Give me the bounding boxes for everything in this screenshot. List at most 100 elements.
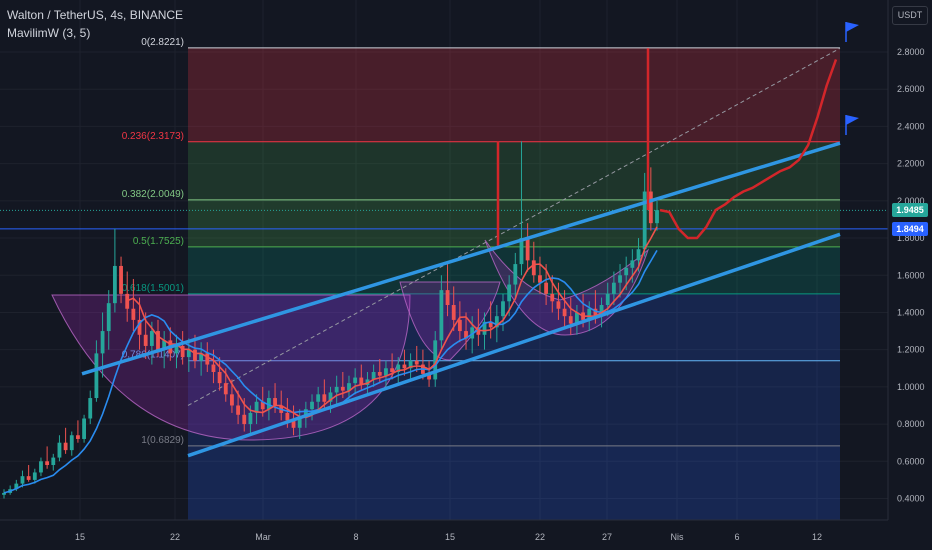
candle-body: [384, 368, 388, 376]
candle-body: [76, 435, 80, 439]
time-tick-label: Mar: [255, 532, 271, 542]
candle-body: [624, 267, 629, 276]
channel-upper-line: [81, 141, 841, 376]
candle-body: [310, 401, 314, 410]
candle-body: [174, 345, 179, 354]
indicator-legend[interactable]: MavilimW (3, 5): [7, 26, 91, 40]
candle-body: [470, 327, 475, 339]
candle-body: [266, 398, 271, 410]
price-tick-label: 2.2000: [897, 159, 925, 169]
price-tick-label: 2.4000: [897, 121, 925, 131]
fib-zone: [188, 360, 840, 446]
candle-body: [556, 301, 561, 309]
candle-body: [137, 319, 142, 335]
price-tick-label: 1.6000: [897, 270, 925, 280]
price-tick-label: 0.8000: [897, 419, 925, 429]
candle-body: [408, 360, 413, 369]
candle-body: [260, 401, 265, 410]
fib-level-label: 0.236(2.3173): [122, 131, 184, 142]
candle-body: [63, 442, 68, 451]
candle-body: [322, 394, 327, 402]
candle-body: [242, 414, 247, 425]
candle-body: [94, 353, 99, 399]
candle-body: [575, 312, 579, 324]
candle-body: [636, 249, 641, 261]
candle-body: [82, 418, 86, 439]
candle-body: [303, 409, 308, 417]
fib-level-label: 0(2.8221): [141, 37, 184, 48]
candle-body: [371, 371, 376, 380]
currency-badge[interactable]: USDT: [892, 6, 928, 25]
fib-zone: [188, 141, 840, 200]
time-tick-label: 15: [445, 532, 455, 542]
candle-body: [618, 275, 622, 283]
candle-body: [642, 191, 647, 250]
candle-body: [655, 210, 659, 224]
candle-body: [611, 282, 616, 294]
candle-body: [112, 265, 117, 304]
candle-body: [236, 405, 241, 415]
fib-zone: [188, 293, 840, 361]
candle-body: [45, 461, 50, 466]
price-tick-label: 0.4000: [897, 494, 925, 504]
candle-body: [488, 321, 493, 328]
symbol-title[interactable]: Walton / TetherUS, 4s, BINANCE: [7, 8, 184, 22]
candle-body: [648, 191, 653, 224]
candle-body: [568, 316, 573, 324]
candle-body: [538, 275, 542, 283]
candle-body: [186, 349, 191, 358]
candle-body: [149, 331, 154, 346]
price-tick-label: 1.0000: [897, 382, 925, 392]
candle-body: [457, 319, 462, 332]
candle-body: [494, 316, 499, 328]
candle-body: [316, 394, 321, 402]
candle-body: [599, 305, 604, 317]
candle-body: [51, 457, 56, 466]
channel-lower-line: [187, 232, 841, 458]
candle-body: [451, 305, 456, 320]
candle-body: [359, 377, 364, 386]
ma-red-line: [126, 226, 658, 419]
candle-body: [525, 238, 530, 261]
candle-body: [143, 334, 148, 346]
candle-body: [119, 265, 123, 294]
candle-body: [88, 398, 93, 419]
candle-body: [501, 301, 505, 317]
candle-body: [347, 383, 351, 391]
candle-body: [605, 293, 610, 306]
price-tick-label: 1.8000: [897, 233, 925, 243]
time-tick-label: 15: [75, 532, 85, 542]
candle-body: [427, 373, 431, 380]
price-tick-label: 2.8000: [897, 47, 925, 57]
time-tick-label: 27: [602, 532, 612, 542]
candle-body: [334, 386, 339, 393]
candle-body: [205, 353, 210, 365]
candle-body: [162, 340, 167, 350]
candle-body: [254, 401, 259, 413]
time-tick-label: 8: [353, 532, 358, 542]
fib-zone: [188, 199, 840, 247]
candle-body: [562, 308, 567, 317]
candle-body: [297, 416, 302, 428]
candle-body: [630, 260, 635, 268]
candle-body: [507, 284, 512, 302]
candle-body: [180, 345, 185, 358]
time-tick-label: 12: [812, 532, 822, 542]
candle-body: [125, 293, 130, 309]
candle-body: [340, 386, 345, 391]
candle-body: [193, 349, 197, 361]
candle-body: [199, 353, 204, 361]
candle-body: [482, 321, 487, 335]
candle-body: [273, 398, 277, 406]
price-tick-label: 2.0000: [897, 196, 925, 206]
candle-body: [587, 308, 592, 320]
time-axis-bg: [0, 520, 932, 550]
candle-body: [230, 394, 234, 406]
candle-body: [445, 290, 450, 306]
dashed-trendline: [187, 47, 841, 406]
candle-body: [14, 483, 19, 490]
candle-body: [39, 461, 43, 473]
candle-body: [217, 371, 222, 384]
candle-body: [402, 364, 407, 369]
